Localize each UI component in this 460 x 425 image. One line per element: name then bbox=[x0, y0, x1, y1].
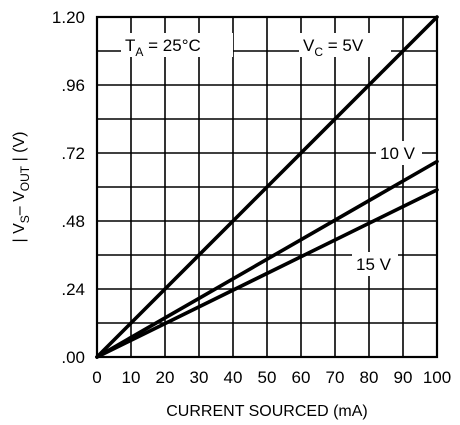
series-line-3 bbox=[95, 188, 439, 359]
tick-labels: 0 10 20 30 40 50 60 70 80 90 100 .00 .24 .48 .72 .96 1.2… bbox=[52, 8, 451, 387]
y-axis-label: | VS– VOUT | (V) bbox=[11, 131, 32, 242]
series-label-5v-bg bbox=[299, 33, 391, 57]
series-lines bbox=[95, 15, 439, 359]
x-tick-label: 60 bbox=[292, 368, 311, 387]
x-tick-label: 80 bbox=[360, 368, 379, 387]
series-line-1 bbox=[95, 15, 439, 359]
x-tick-label: 70 bbox=[326, 368, 345, 387]
y-tick-label: .96 bbox=[61, 76, 85, 95]
x-tick-label: 20 bbox=[156, 368, 175, 387]
x-tick-label: 50 bbox=[258, 368, 277, 387]
series-label-5v: VC = 5V bbox=[303, 36, 364, 59]
y-tick-label: 1.20 bbox=[52, 8, 85, 27]
y-tick-label: .24 bbox=[61, 280, 85, 299]
plot-frame bbox=[95, 15, 439, 359]
series-label-10v-bg bbox=[376, 141, 422, 165]
series-label-10v: 10 V bbox=[380, 144, 416, 163]
annotations: TA = 25°C VC = 5V 10 V 15 V bbox=[121, 33, 422, 276]
y-tick-label: .72 bbox=[61, 144, 85, 163]
x-tick-label: 30 bbox=[190, 368, 209, 387]
series-line-2 bbox=[95, 159, 439, 359]
x-tick-label: 90 bbox=[394, 368, 413, 387]
condition-label-bg bbox=[121, 33, 233, 57]
x-tick-label: 0 bbox=[92, 368, 101, 387]
y-tick-label: .00 bbox=[61, 348, 85, 367]
x-axis-label: CURRENT SOURCED (mA) bbox=[166, 403, 367, 420]
x-tick-label: 40 bbox=[224, 368, 243, 387]
series-label-15v-bg bbox=[352, 252, 398, 276]
condition-label: TA = 25°C bbox=[125, 36, 201, 59]
x-tick-label: 10 bbox=[122, 368, 141, 387]
x-tick-label: 100 bbox=[423, 368, 451, 387]
y-tick-label: .48 bbox=[61, 212, 85, 231]
series-label-15v: 15 V bbox=[356, 255, 392, 274]
